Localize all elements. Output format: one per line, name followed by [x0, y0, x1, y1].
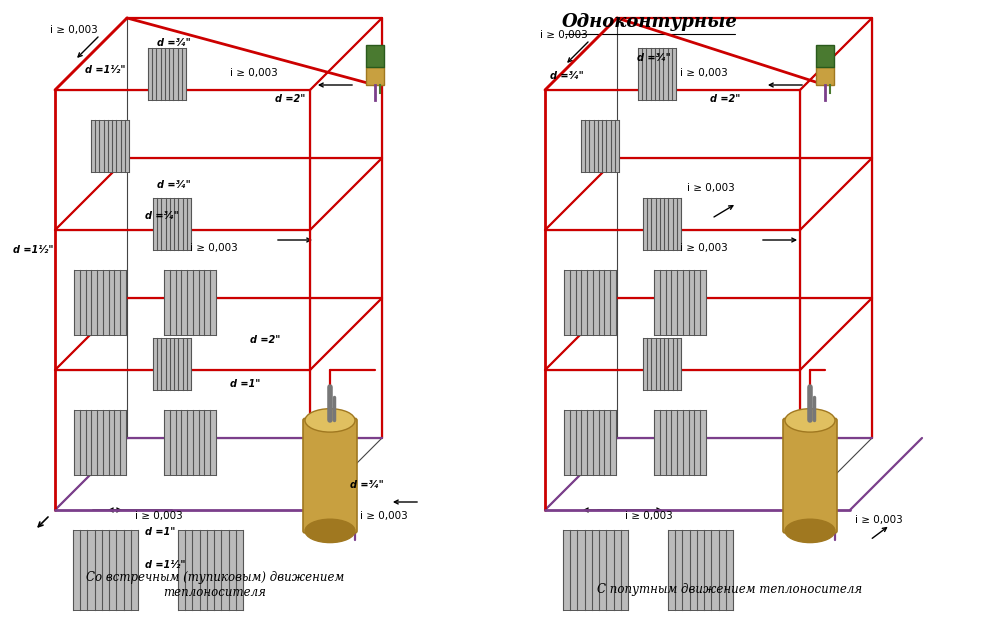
- Text: d =³⁄₄": d =³⁄₄": [156, 38, 190, 48]
- Bar: [164, 270, 216, 335]
- Bar: [153, 198, 191, 250]
- Bar: [654, 270, 706, 335]
- Text: i ≥ 0,003: i ≥ 0,003: [540, 30, 588, 40]
- Text: i ≥ 0,003: i ≥ 0,003: [230, 68, 277, 78]
- Text: Со встречным (тупиковым) движением
теплоносителя: Со встречным (тупиковым) движением тепло…: [86, 571, 344, 599]
- Bar: [73, 530, 138, 610]
- Text: Одноконтурные: Одноконтурные: [563, 13, 738, 31]
- Bar: [366, 45, 384, 67]
- Text: i ≥ 0,003: i ≥ 0,003: [190, 243, 238, 253]
- Bar: [816, 67, 834, 85]
- Bar: [638, 48, 676, 100]
- Bar: [668, 530, 733, 610]
- Text: i ≥ 0,003: i ≥ 0,003: [855, 515, 903, 525]
- Text: i ≥ 0,003: i ≥ 0,003: [50, 25, 98, 35]
- Text: d =1¹⁄₂": d =1¹⁄₂": [85, 65, 125, 75]
- Bar: [91, 120, 129, 172]
- Bar: [148, 48, 186, 100]
- Text: i ≥ 0,003: i ≥ 0,003: [680, 243, 728, 253]
- FancyBboxPatch shape: [783, 418, 837, 533]
- Bar: [366, 67, 384, 85]
- Text: i ≥ 0,003: i ≥ 0,003: [625, 511, 673, 521]
- Bar: [74, 410, 126, 475]
- Text: i ≥ 0,003: i ≥ 0,003: [680, 68, 728, 78]
- Bar: [153, 338, 191, 390]
- Text: d =1¹⁄₂": d =1¹⁄₂": [13, 245, 53, 255]
- Text: d =2": d =2": [275, 94, 305, 104]
- Text: d =³⁄₄": d =³⁄₄": [145, 211, 179, 221]
- Ellipse shape: [305, 519, 355, 543]
- Bar: [654, 410, 706, 475]
- Bar: [164, 410, 216, 475]
- FancyBboxPatch shape: [303, 418, 357, 533]
- Bar: [178, 530, 243, 610]
- Ellipse shape: [785, 519, 835, 543]
- Bar: [581, 120, 619, 172]
- Text: d =³⁄₄": d =³⁄₄": [637, 53, 671, 63]
- Text: d =1": d =1": [230, 379, 260, 389]
- Bar: [816, 45, 834, 67]
- Text: i ≥ 0,003: i ≥ 0,003: [687, 183, 735, 193]
- Text: С попутным движением теплоносителя: С попутным движением теплоносителя: [598, 583, 863, 597]
- Ellipse shape: [785, 409, 835, 432]
- Ellipse shape: [305, 409, 355, 432]
- Text: i ≥ 0,003: i ≥ 0,003: [135, 511, 183, 521]
- Text: d =³⁄₄": d =³⁄₄": [550, 71, 584, 81]
- Text: d =³⁄₄": d =³⁄₄": [156, 180, 190, 190]
- Text: d =2": d =2": [250, 335, 280, 345]
- Text: d =1": d =1": [145, 527, 175, 537]
- Text: d =1¹⁄₂": d =1¹⁄₂": [145, 560, 185, 570]
- Bar: [643, 198, 681, 250]
- Bar: [564, 270, 616, 335]
- Bar: [563, 530, 628, 610]
- Text: d =2": d =2": [710, 94, 741, 104]
- Bar: [74, 270, 126, 335]
- Text: i ≥ 0,003: i ≥ 0,003: [360, 511, 407, 521]
- Text: d =³⁄₄": d =³⁄₄": [350, 480, 383, 490]
- Bar: [643, 338, 681, 390]
- Bar: [564, 410, 616, 475]
